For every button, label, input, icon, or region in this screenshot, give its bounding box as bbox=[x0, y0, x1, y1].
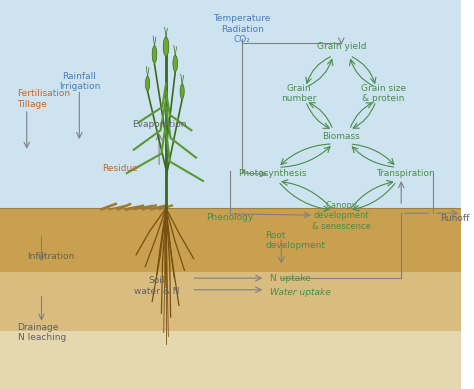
Ellipse shape bbox=[180, 84, 184, 99]
Bar bbox=[0, 272, 461, 331]
Text: Grain
number: Grain number bbox=[281, 84, 317, 103]
Text: Phenology: Phenology bbox=[206, 213, 253, 223]
Ellipse shape bbox=[152, 46, 157, 63]
Bar bbox=[0, 0, 461, 208]
Ellipse shape bbox=[173, 55, 178, 72]
Text: Rainfall
Irrigation: Rainfall Irrigation bbox=[59, 72, 100, 91]
Text: Photosynthesis: Photosynthesis bbox=[238, 168, 306, 178]
Text: Evaporation: Evaporation bbox=[132, 120, 186, 129]
Text: N uptake: N uptake bbox=[270, 273, 310, 283]
Text: Canopy
development
& senescence: Canopy development & senescence bbox=[312, 201, 371, 231]
Text: Water uptake: Water uptake bbox=[270, 288, 330, 297]
Text: Root
development: Root development bbox=[265, 231, 325, 250]
Text: Fertilisation
Tillage: Fertilisation Tillage bbox=[18, 89, 71, 109]
Text: Temperature
Radiation
CO₂: Temperature Radiation CO₂ bbox=[213, 14, 271, 44]
Text: Infiltration: Infiltration bbox=[27, 252, 74, 261]
Text: Runoff: Runoff bbox=[440, 214, 470, 223]
Text: Transpiration: Transpiration bbox=[376, 168, 435, 178]
Text: Soil
water & N: Soil water & N bbox=[134, 276, 180, 296]
Text: Grain yield: Grain yield bbox=[317, 42, 366, 51]
Text: Grain size
& protein: Grain size & protein bbox=[361, 84, 406, 103]
Ellipse shape bbox=[146, 76, 150, 91]
Bar bbox=[0, 331, 461, 389]
Text: Biomass: Biomass bbox=[322, 132, 360, 142]
Text: Drainage
N leaching: Drainage N leaching bbox=[18, 323, 66, 342]
Ellipse shape bbox=[163, 37, 169, 56]
Bar bbox=[0, 208, 461, 272]
Text: Residue: Residue bbox=[102, 164, 138, 173]
